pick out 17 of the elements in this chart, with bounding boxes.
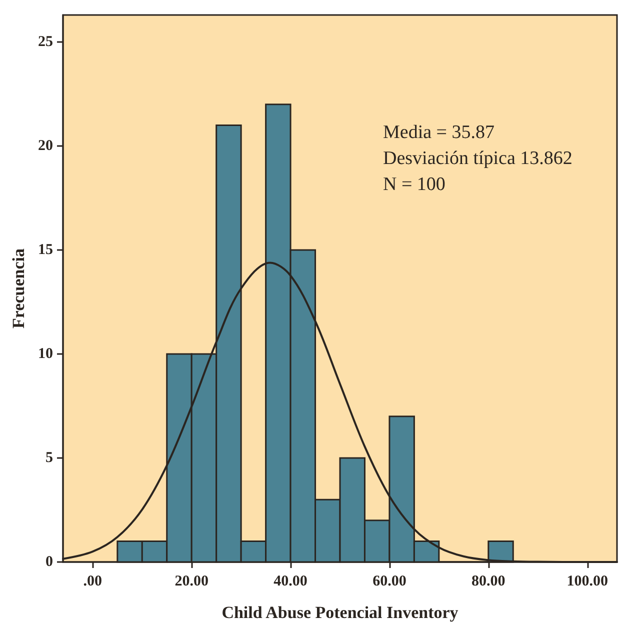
x-tick-label: 60.00	[372, 574, 406, 590]
y-tick-label: 25	[38, 34, 53, 50]
annotation: N = 100	[383, 174, 446, 195]
x-tick-label: 40.00	[274, 574, 308, 590]
y-tick-label: 20	[38, 138, 53, 154]
x-tick-label: 100.00	[566, 574, 608, 590]
annotation: Media = 35.87	[383, 122, 495, 143]
annotation: Desviación típica 13.862	[383, 148, 572, 169]
y-tick-label: 15	[38, 242, 53, 258]
y-axis-title: Frecuencia	[9, 248, 28, 328]
x-axis-title: Child Abuse Potencial Inventory	[222, 603, 459, 622]
y-tick-label: 0	[46, 554, 53, 570]
x-tick-label: .00	[83, 574, 102, 590]
y-tick-label: 10	[38, 346, 53, 362]
x-tick-label: 80.00	[472, 574, 506, 590]
x-tick-label: 20.00	[174, 574, 208, 590]
y-tick-label: 5	[46, 450, 53, 466]
